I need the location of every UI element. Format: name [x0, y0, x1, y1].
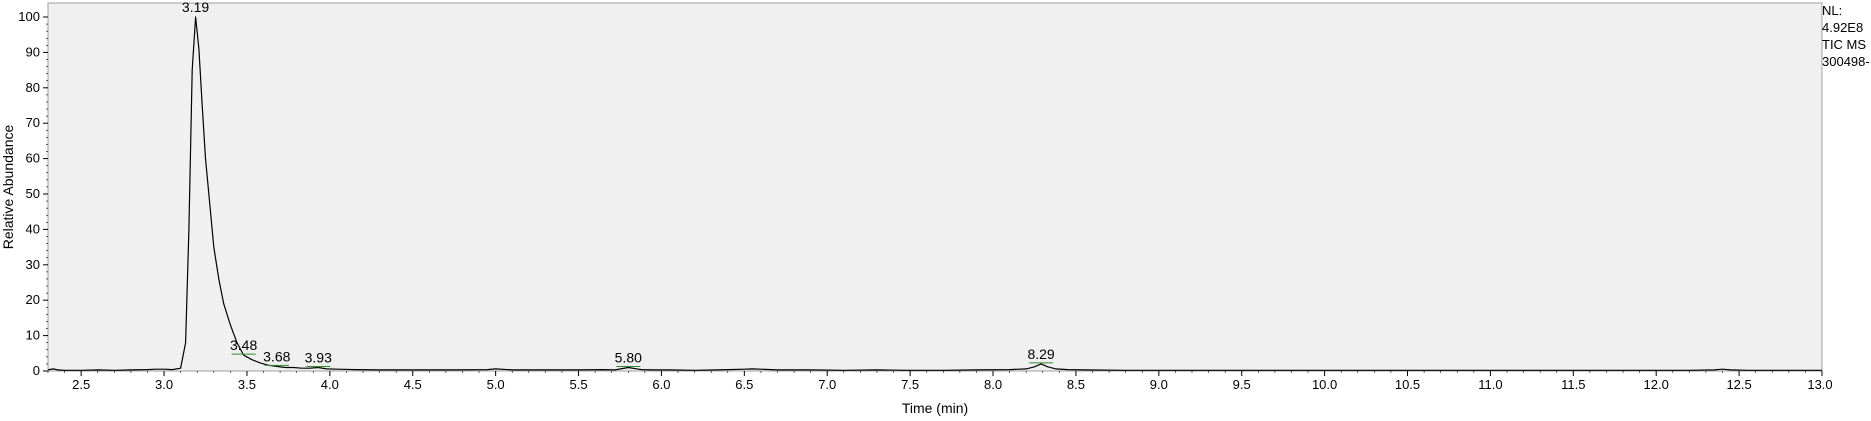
- peak-label: 5.80: [615, 349, 642, 365]
- axes: 2.5 3.0 3.5 4.0 4.5 5.0 5.5 6.0 6.5 7.0 7.5 8.0 8.5 9…: [18, 9, 1832, 392]
- x-tick-label: 10.0: [1312, 377, 1337, 392]
- x-tick-label: 7.5: [901, 377, 919, 392]
- x-tick-label: 4.5: [404, 377, 422, 392]
- x-tick-label: 7.0: [818, 377, 836, 392]
- scan-filter: TIC MS: [1822, 37, 1867, 52]
- x-tick-label: 3.5: [238, 377, 256, 392]
- nl-label: NL:: [1822, 3, 1843, 18]
- y-tick-label: 0: [33, 363, 40, 378]
- x-tick-label: 4.0: [321, 377, 339, 392]
- peak-annotations: 3.19 3.48 3.68 3.93 5.80 8.29: [182, 0, 1055, 367]
- x-tick-label: 8.5: [1067, 377, 1085, 392]
- x-tick-label: 13.0: [1807, 377, 1832, 392]
- x-tick-label: 5.0: [487, 377, 505, 392]
- x-tick-label: 3.0: [155, 377, 173, 392]
- peak-label: 3.68: [263, 348, 290, 364]
- x-tick-label: 11.0: [1478, 377, 1502, 392]
- x-tick-label: 12.5: [1726, 377, 1751, 392]
- x-axis-label: Time (min): [902, 400, 968, 416]
- x-tick-label: 9.5: [1233, 377, 1251, 392]
- y-tick-label: 50: [26, 186, 40, 201]
- y-tick-label: 70: [26, 115, 40, 130]
- x-tick-label: 6.5: [735, 377, 753, 392]
- plot-area: [47, 2, 1823, 372]
- peak-label: 3.19: [182, 0, 209, 15]
- y-tick-label: 80: [26, 80, 40, 95]
- nl-value: 4.92E8: [1822, 20, 1864, 35]
- y-tick-label: 20: [26, 292, 40, 307]
- x-tick-label: 6.0: [652, 377, 670, 392]
- x-tick-label: 9.0: [1150, 377, 1168, 392]
- x-tick-label: 12.0: [1644, 377, 1669, 392]
- y-tick-label: 10: [26, 328, 40, 343]
- x-tick-label: 10.5: [1395, 377, 1420, 392]
- trace-info-panel: NL: 4.92E8 TIC MS 300498-: [1822, 2, 1871, 70]
- trace-group: [47, 16, 1822, 371]
- y-axis-label: Relative Abundance: [0, 125, 16, 250]
- y-tick-label: 30: [26, 257, 40, 272]
- tic-trace: [47, 16, 1822, 371]
- peak-label: 3.93: [305, 349, 332, 365]
- peak-label: 3.48: [230, 337, 257, 353]
- y-tick-label: 90: [26, 44, 40, 59]
- x-tick-label: 8.0: [984, 377, 1002, 392]
- x-tick-label: 5.5: [570, 377, 588, 392]
- y-tick-label: 60: [26, 151, 40, 166]
- peak-label: 8.29: [1027, 346, 1054, 362]
- x-tick-label: 11.5: [1561, 377, 1585, 392]
- x-tick-label: 2.5: [72, 377, 90, 392]
- y-tick-label: 40: [26, 221, 40, 236]
- y-tick-label: 100: [18, 9, 40, 24]
- file-name: 300498-: [1822, 54, 1870, 69]
